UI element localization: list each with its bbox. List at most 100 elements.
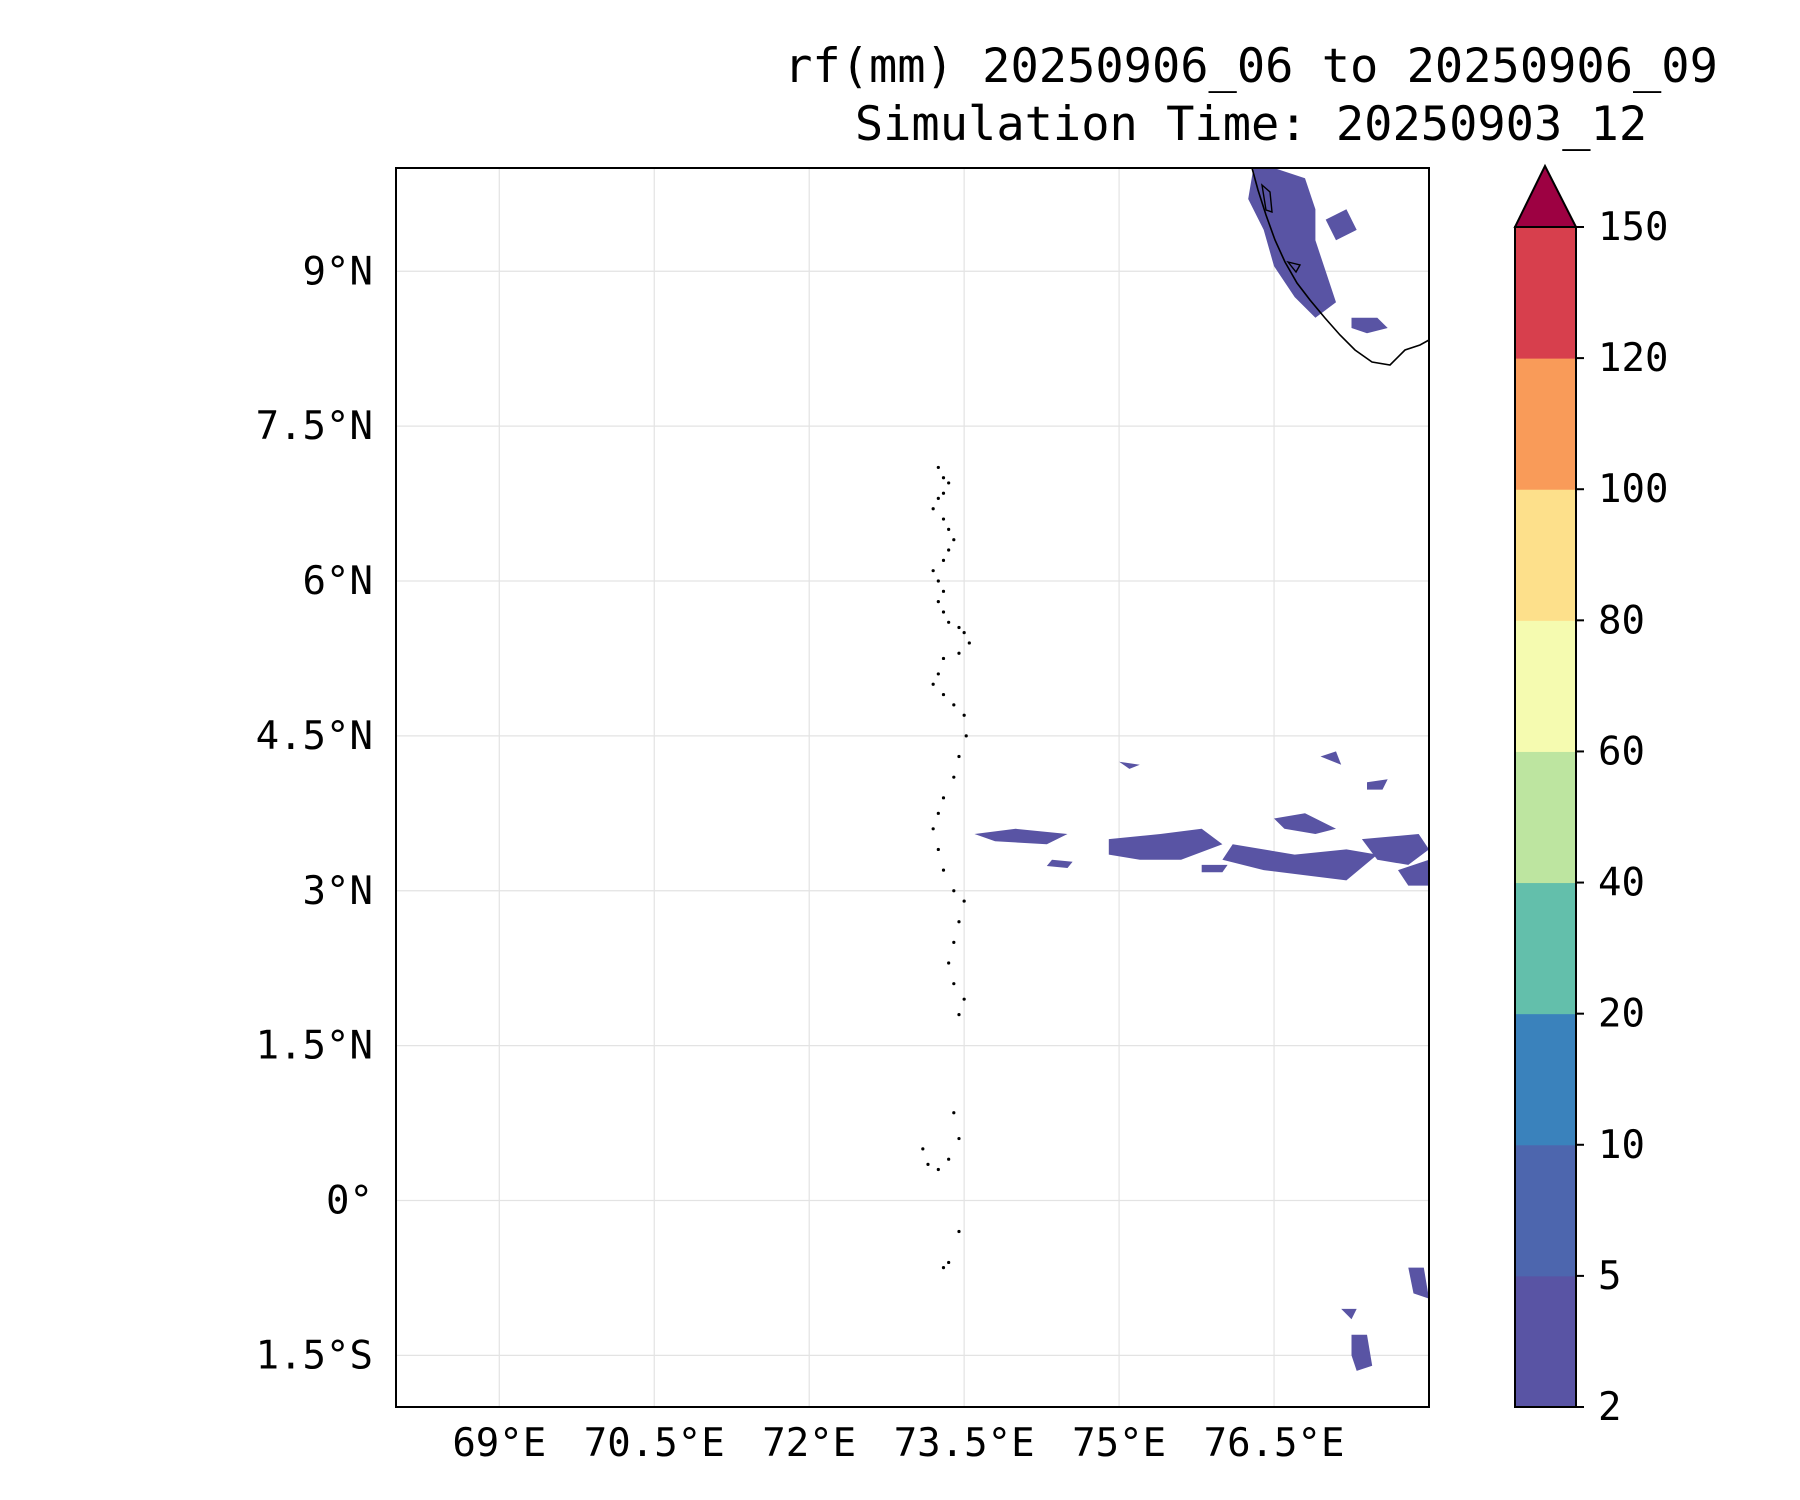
island-dot (931, 682, 935, 686)
colorbar-segment (1515, 227, 1576, 359)
island-dot (964, 734, 968, 738)
island-dot (962, 997, 966, 1001)
island-dot (936, 847, 940, 852)
y-tick-label: 1.5°N (256, 1024, 373, 1069)
island-dot (941, 517, 946, 521)
island-dot (952, 703, 956, 707)
title-line-1: rf(mm) 20250906_06 to 20250906_09 (784, 39, 1718, 94)
island-dot (962, 713, 966, 717)
colorbar-segment (1515, 751, 1576, 884)
x-tick-label: 70.5°E (584, 1421, 725, 1466)
y-tick-label: 4.5°N (256, 714, 373, 759)
island-dot (952, 982, 956, 986)
colorbar-label: 60 (1598, 729, 1645, 774)
colorbar-label: 5 (1598, 1254, 1621, 1299)
island-dot (952, 889, 956, 893)
island-dot (941, 558, 946, 562)
island-dot (921, 1147, 925, 1151)
colorbar-segment (1515, 1144, 1576, 1277)
island-dot (947, 481, 951, 485)
y-axis-ticks: 9°N 7.5°N 6°N 4.5°N 3°N 1.5°N 0° 1.5°S (256, 249, 373, 1378)
island-dot (941, 692, 946, 697)
rain-region-blob-b (1046, 859, 1073, 868)
maldives-islands (921, 465, 971, 1270)
rain-region-band-mid (1108, 828, 1223, 860)
rain-region-blob-c (1119, 761, 1140, 769)
colorbar-frame (1514, 226, 1577, 1408)
colorbar-label: 20 (1598, 992, 1645, 1037)
island-dot (957, 1013, 961, 1017)
map-frame (395, 167, 1430, 1408)
rainfall-layer (974, 168, 1429, 1371)
x-tick-label: 73.5°E (894, 1421, 1035, 1466)
island-dot (957, 625, 961, 630)
island-dot (947, 1260, 951, 1265)
y-tick-label: 9°N (303, 249, 373, 294)
island-dot (936, 600, 940, 604)
colorbar-label: 120 (1598, 336, 1668, 381)
colorbar-segment (1515, 1013, 1576, 1146)
island-dot (957, 1229, 961, 1234)
x-axis-ticks: 69°E 70.5°E 72°E 73.5°E 75°E 76.5°E (452, 1421, 1344, 1466)
island-dot (931, 569, 935, 573)
island-dot (941, 589, 946, 593)
island-dot (926, 1162, 930, 1166)
colorbar: 2 5 10 20 40 60 80 100 120 150 (1513, 163, 1668, 1430)
x-tick-label: 76.5°E (1204, 1421, 1345, 1466)
island-dot (962, 899, 966, 903)
island-dot (941, 610, 946, 614)
island-dot (952, 538, 956, 542)
rain-region-south-2 (1351, 1334, 1373, 1371)
island-dot (941, 491, 946, 495)
rain-region-south-3 (1341, 1308, 1357, 1320)
island-dot (936, 811, 940, 815)
island-dot (962, 631, 966, 635)
island-dot (931, 827, 935, 831)
y-tick-label: 7.5°N (256, 404, 373, 449)
gridlines (396, 168, 1429, 1407)
island-dot (947, 961, 951, 965)
y-tick-label: 6°N (303, 559, 373, 604)
rain-region-band-edge (1398, 859, 1429, 886)
india-coastline (1251, 167, 1430, 366)
island-dot (967, 641, 971, 645)
title-line-2: Simulation Time: 20250903_12 (855, 97, 1647, 152)
island-dot (947, 620, 951, 624)
island-dot (947, 527, 951, 531)
colorbar-label: 100 (1598, 467, 1668, 512)
colorbar-extend-triangle (1513, 163, 1578, 228)
island-dot (941, 476, 946, 480)
rain-region-kerala-south (1351, 317, 1388, 334)
island-dot (952, 775, 956, 779)
colorbar-segment (1515, 358, 1576, 490)
colorbar-segments (1515, 227, 1576, 1408)
rain-region-south-1 (1408, 1267, 1429, 1299)
island-dot (936, 465, 940, 470)
rain-region-band-west (974, 828, 1068, 845)
colorbar-labels: 2 5 10 20 40 60 80 100 120 150 (1576, 205, 1668, 1430)
colorbar-label: 80 (1598, 598, 1645, 643)
island-dot (957, 1136, 961, 1141)
y-tick-label: 3°N (303, 869, 373, 914)
island-dot (931, 507, 935, 511)
island-dot (936, 579, 940, 583)
x-tick-label: 75°E (1072, 1421, 1166, 1466)
x-tick-label: 72°E (762, 1421, 856, 1466)
colorbar-label: 150 (1598, 205, 1668, 250)
colorbar-label: 10 (1598, 1123, 1645, 1168)
map-panel: 69°E 70.5°E 72°E 73.5°E 75°E 76.5°E 9°N 7.5°N 6… (256, 167, 1430, 1466)
colorbar-label: 40 (1598, 861, 1645, 906)
rain-region-blob-e (1367, 779, 1388, 790)
y-tick-label: 0° (326, 1179, 373, 1224)
colorbar-segment (1515, 489, 1576, 621)
island-dot (936, 672, 940, 676)
rain-region-kerala-coast (1248, 168, 1336, 318)
colorbar-segment (1515, 882, 1576, 1015)
island-dot (936, 496, 940, 500)
x-tick-label: 69°E (452, 1421, 546, 1466)
island-dot (947, 1157, 951, 1161)
rain-region-band-east3 (1361, 834, 1429, 865)
island-dot (952, 1111, 956, 1115)
rain-region-band-east2 (1274, 813, 1336, 834)
